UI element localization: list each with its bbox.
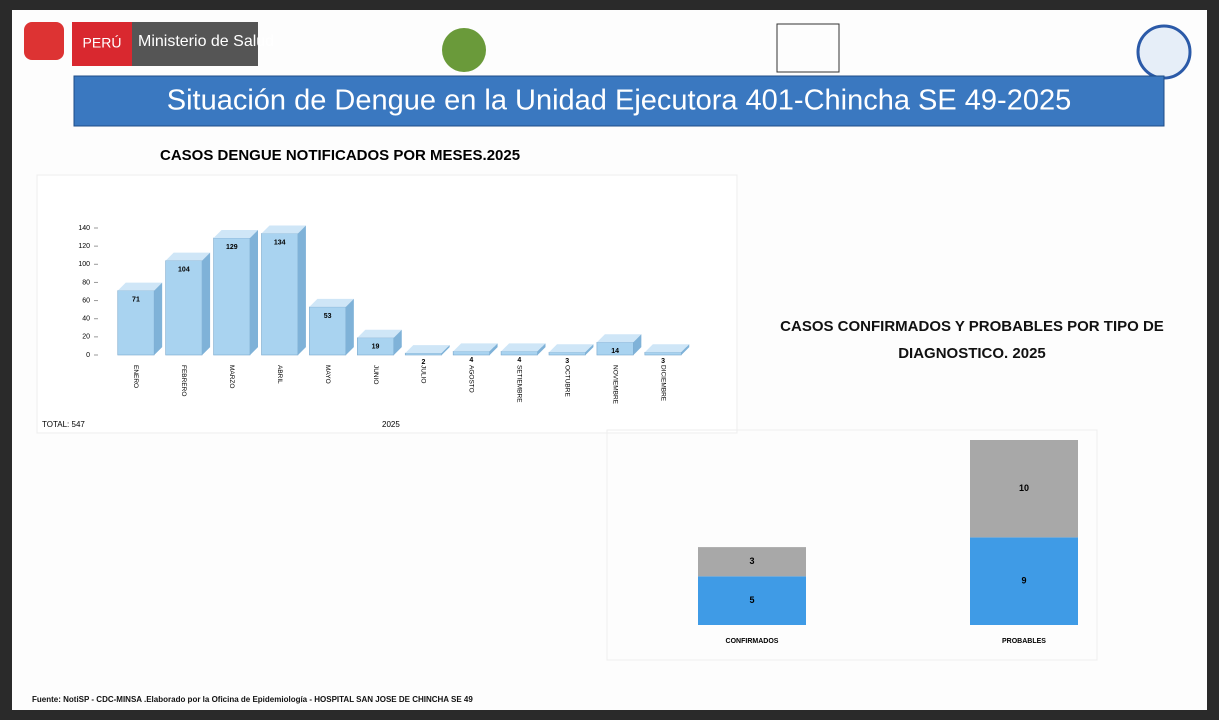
bar	[645, 352, 681, 355]
bar	[501, 351, 537, 355]
y-tick-label: 140	[78, 225, 90, 232]
data-label: 4	[469, 357, 473, 364]
x-tick-label: DICIEMBRE	[659, 365, 666, 402]
page-title: Situación de Dengue en la Unidad Ejecuto…	[167, 85, 1071, 117]
bar	[214, 238, 250, 355]
chart-title: CASOS DENGUE NOTIFICADOS POR MESES.2025	[160, 147, 520, 164]
x-tick-label: PROBABLES	[1002, 638, 1046, 645]
data-label: 53	[324, 313, 332, 320]
data-label: 14	[611, 348, 619, 355]
data-label: 5	[749, 595, 754, 605]
bar	[453, 351, 489, 355]
x-tick-label: MAYO	[324, 365, 331, 384]
x-tick-label: FEBRERO	[180, 365, 187, 396]
x-tick-label: CONFIRMADOS	[726, 638, 779, 645]
data-label: 71	[132, 296, 140, 303]
chart-title: CASOS CONFIRMADOS Y PROBABLES POR TIPO D…	[752, 313, 1192, 367]
y-tick-label: 40	[82, 316, 90, 323]
bar-side	[346, 299, 354, 355]
bar-side	[298, 225, 306, 355]
shield-logo	[24, 22, 64, 60]
hospital-logo	[1138, 26, 1190, 78]
data-label: 4	[517, 357, 521, 364]
x-tick-label: MARZO	[228, 365, 235, 388]
page: PERÚ Ministerio de Salud Situación de De…	[0, 0, 1219, 720]
center-logo	[777, 24, 839, 72]
y-tick-label: 120	[78, 243, 90, 250]
bar	[405, 353, 441, 355]
x-tick-label: OCTUBRE	[563, 365, 570, 397]
slide: PERÚ Ministerio de Salud Situación de De…	[12, 10, 1207, 710]
y-tick-label: 60	[82, 297, 90, 304]
bar-side	[154, 283, 162, 355]
x-tick-label: JUNIO	[372, 365, 379, 385]
idc-logo	[442, 28, 486, 72]
ministry: Ministerio de Salud	[138, 33, 274, 50]
bar	[262, 233, 298, 355]
x-tick-label: ABRIL	[276, 365, 283, 384]
y-tick-label: 0	[86, 352, 90, 359]
data-label: 134	[274, 239, 286, 246]
footer: Fuente: NotiSP - CDC-MINSA .Elaborado po…	[32, 695, 473, 704]
bar-side	[202, 253, 210, 355]
country: PERÚ	[83, 35, 122, 51]
bar	[166, 261, 202, 355]
y-tick-label: 80	[82, 279, 90, 286]
x-axis-label: 2025	[382, 420, 400, 429]
y-tick-label: 20	[82, 334, 90, 341]
x-tick-label: NOVIEMBRE	[611, 365, 618, 405]
bar	[549, 352, 585, 355]
bar-side	[250, 230, 258, 355]
y-tick-label: 100	[78, 261, 90, 268]
x-tick-label: SETIEMBRE	[516, 365, 523, 403]
data-label: 19	[372, 344, 380, 351]
data-label: 10	[1019, 483, 1029, 493]
data-label: 9	[1021, 576, 1026, 586]
x-tick-label: ENERO	[132, 365, 139, 388]
data-label: 104	[178, 267, 190, 274]
data-label: 129	[226, 244, 238, 251]
data-label: 3	[749, 556, 754, 566]
total-label: TOTAL: 547	[42, 420, 85, 429]
x-tick-label: JULIO	[420, 365, 427, 383]
x-tick-label: AGOSTO	[468, 365, 475, 393]
